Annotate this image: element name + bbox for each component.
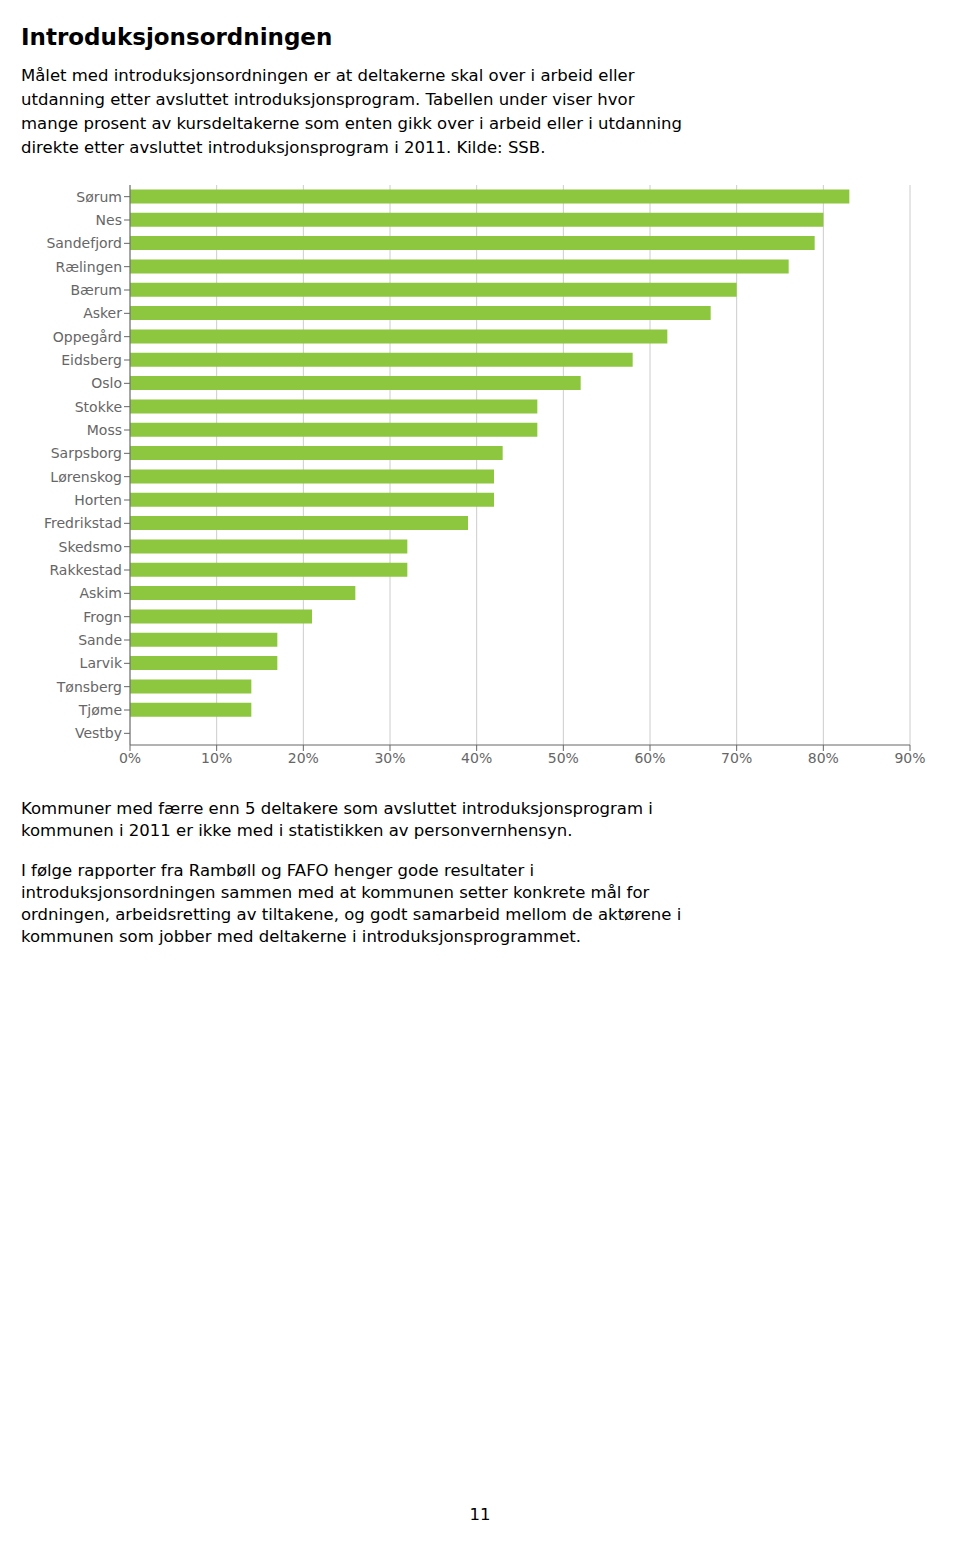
svg-text:Moss: Moss xyxy=(87,422,122,438)
svg-text:Sandefjord: Sandefjord xyxy=(46,235,122,251)
svg-text:80%: 80% xyxy=(808,750,839,766)
html-text:Målet med introduksjonsordning: Målet med introduksjonsordningen er at d… xyxy=(21,66,635,85)
svg-text:60%: 60% xyxy=(634,750,665,766)
svg-text:Tønsberg: Tønsberg xyxy=(56,679,122,695)
svg-text:20%: 20% xyxy=(288,750,319,766)
svg-text:Sørum: Sørum xyxy=(76,189,122,205)
html-text:11: 11 xyxy=(469,1505,491,1524)
svg-text:Rælingen: Rælingen xyxy=(56,259,123,275)
svg-text:Vestby: Vestby xyxy=(75,725,122,741)
svg-text:Oppegård: Oppegård xyxy=(53,329,122,345)
html-text:mange prosent av kursdeltakern: mange prosent av kursdeltakerne som ente… xyxy=(21,114,682,133)
svg-text:Askim: Askim xyxy=(79,585,122,601)
svg-text:Rakkestad: Rakkestad xyxy=(49,562,122,578)
svg-text:Lørenskog: Lørenskog xyxy=(50,469,122,485)
svg-text:Asker: Asker xyxy=(83,305,122,321)
html-text:kommunen i 2011 er ikke med i: kommunen i 2011 er ikke med i statistikk… xyxy=(21,821,573,840)
html-text:Introduksjonsordningen: Introduksjonsordningen xyxy=(21,24,333,50)
html-text:introduksjonsordningen sammen: introduksjonsordningen sammen med at kom… xyxy=(21,883,650,902)
svg-text:70%: 70% xyxy=(721,750,752,766)
svg-text:90%: 90% xyxy=(894,750,925,766)
svg-text:Sarpsborg: Sarpsborg xyxy=(51,445,122,461)
svg-text:30%: 30% xyxy=(374,750,405,766)
svg-text:Nes: Nes xyxy=(96,212,122,228)
svg-text:Stokke: Stokke xyxy=(75,399,122,415)
svg-text:Horten: Horten xyxy=(74,492,122,508)
html-text:direkte etter avsluttet introd: direkte etter avsluttet introduksjonspro… xyxy=(21,138,546,157)
html-text:Kommuner med færre enn 5 delta: Kommuner med færre enn 5 deltakere som a… xyxy=(21,799,653,818)
html-text:ordningen, arbeidsretting av t: ordningen, arbeidsretting av tiltakene, … xyxy=(21,905,682,924)
html-text:utdanning etter avsluttet intr: utdanning etter avsluttet introduksjonsp… xyxy=(21,90,635,109)
html-text:kommunen som jobber med deltak: kommunen som jobber med deltakerne i int… xyxy=(21,927,581,946)
svg-text:10%: 10% xyxy=(201,750,232,766)
svg-text:Oslo: Oslo xyxy=(91,375,122,391)
svg-text:Frogn: Frogn xyxy=(83,609,122,625)
svg-text:Bærum: Bærum xyxy=(70,282,122,298)
svg-text:Skedsmo: Skedsmo xyxy=(59,539,123,555)
svg-text:50%: 50% xyxy=(548,750,579,766)
svg-text:Sande: Sande xyxy=(78,632,122,648)
svg-text:Tjøme: Tjøme xyxy=(78,702,122,718)
svg-text:0%: 0% xyxy=(119,750,141,766)
svg-text:Larvik: Larvik xyxy=(80,655,123,671)
svg-text:Eidsberg: Eidsberg xyxy=(61,352,122,368)
svg-text:Fredrikstad: Fredrikstad xyxy=(44,515,122,531)
html-text:I følge rapporter fra Rambøll: I følge rapporter fra Rambøll og FAFO he… xyxy=(21,861,534,880)
svg-text:40%: 40% xyxy=(461,750,492,766)
